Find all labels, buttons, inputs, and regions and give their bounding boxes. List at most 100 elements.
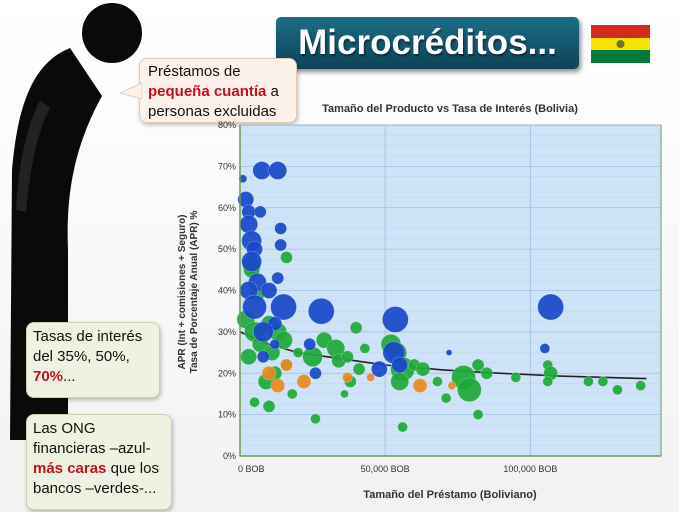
x-tick-label: 100,000 BOB bbox=[503, 464, 557, 474]
data-point-ong bbox=[252, 321, 274, 343]
data-point-bancos bbox=[390, 356, 415, 382]
data-point-bancos bbox=[472, 409, 484, 420]
data-point-bancos bbox=[249, 396, 260, 408]
data-point-bancos bbox=[263, 344, 281, 361]
data-point-bancos bbox=[386, 342, 408, 363]
bolivia-flag-icon bbox=[591, 25, 650, 63]
data-point-bancos bbox=[340, 389, 349, 399]
data-point-otros bbox=[342, 372, 353, 383]
data-point-ong bbox=[239, 215, 259, 234]
y-tick-label: 0% bbox=[223, 451, 236, 461]
data-point-bancos bbox=[542, 376, 554, 387]
data-point-bancos bbox=[390, 372, 409, 391]
data-point-bancos bbox=[302, 346, 323, 368]
callout-ngo-line1: Las ONG bbox=[33, 420, 96, 437]
person-arm bbox=[16, 100, 50, 212]
data-point-bancos bbox=[397, 421, 408, 433]
data-point-bancos bbox=[451, 365, 476, 390]
data-point-ong bbox=[307, 297, 335, 325]
data-point-bancos bbox=[380, 333, 402, 355]
data-point-otros bbox=[366, 373, 375, 382]
data-point-ong bbox=[256, 350, 270, 364]
data-point-bancos bbox=[415, 361, 431, 377]
data-point-bancos bbox=[612, 384, 623, 396]
data-point-bancos bbox=[250, 287, 265, 302]
data-point-bancos bbox=[252, 335, 269, 353]
callout-ngo-highlight: más caras bbox=[33, 460, 107, 477]
data-point-otros bbox=[412, 378, 428, 393]
data-point-ong bbox=[241, 204, 257, 220]
data-point-ong bbox=[269, 338, 281, 350]
data-point-ong bbox=[238, 174, 248, 184]
data-point-ong bbox=[391, 356, 408, 374]
data-point-ong bbox=[271, 271, 285, 285]
data-point-ong bbox=[241, 230, 262, 252]
data-point-otros bbox=[261, 365, 277, 381]
data-point-otros bbox=[296, 374, 312, 389]
data-point-bancos bbox=[542, 359, 554, 371]
x-tick-label: 0 BOB bbox=[238, 464, 265, 474]
callout-small-loans-highlight: pequeña cuantía bbox=[148, 83, 267, 100]
data-point-ong bbox=[371, 360, 388, 378]
callout-interest-rates-ellipsis: ... bbox=[63, 368, 76, 385]
x-tick-label: 50,000 BOB bbox=[361, 464, 410, 474]
x-axis-label: Tamaño del Préstamo (Boliviano) bbox=[363, 489, 537, 501]
y-tick-label: 30% bbox=[218, 327, 236, 337]
chart-title: Tamaño del Producto vs Tasa de Interés (… bbox=[322, 103, 578, 115]
data-point-ong bbox=[382, 306, 409, 333]
data-point-ong bbox=[267, 316, 283, 331]
data-point-ong bbox=[270, 293, 297, 321]
data-point-bancos bbox=[440, 392, 452, 404]
data-point-ong bbox=[254, 205, 267, 219]
data-point-ong bbox=[248, 272, 267, 292]
data-point-otros bbox=[280, 358, 293, 372]
data-point-ong bbox=[241, 251, 262, 272]
callout-interest-rates-highlight: 70% bbox=[33, 368, 64, 385]
data-point-ong bbox=[260, 282, 278, 299]
data-point-otros bbox=[447, 381, 457, 390]
data-point-bancos bbox=[315, 331, 333, 349]
trend-line bbox=[239, 331, 647, 380]
data-point-bancos bbox=[242, 256, 261, 275]
data-point-ong bbox=[242, 294, 267, 320]
y-axis-label-line2: Tasa de Porcentaje Anual (APR) % bbox=[189, 210, 200, 373]
y-tick-label: 70% bbox=[218, 161, 236, 171]
callout-small-loans-line1: Préstamos de bbox=[148, 63, 241, 80]
data-point-ong bbox=[382, 341, 406, 364]
data-point-otros bbox=[270, 378, 286, 393]
data-point-bancos bbox=[260, 315, 278, 332]
data-point-ong bbox=[237, 191, 255, 208]
data-point-bancos bbox=[257, 373, 275, 390]
data-point-bancos bbox=[480, 366, 494, 380]
data-point-bancos bbox=[510, 372, 522, 383]
callout-small-loans-line2-suffix: a bbox=[266, 83, 279, 100]
data-point-bancos bbox=[267, 365, 283, 381]
data-point-bancos bbox=[583, 376, 594, 387]
person-head bbox=[82, 3, 142, 63]
y-tick-label: 40% bbox=[218, 286, 236, 296]
y-tick-label: 60% bbox=[218, 203, 236, 213]
data-point-ong bbox=[246, 240, 263, 258]
data-point-ong bbox=[239, 281, 259, 300]
data-point-bancos bbox=[262, 400, 276, 413]
data-point-bancos bbox=[543, 365, 558, 381]
data-point-bancos bbox=[310, 413, 321, 425]
data-point-ong bbox=[252, 161, 272, 180]
data-point-bancos bbox=[326, 339, 346, 358]
data-point-bancos bbox=[280, 251, 293, 264]
callout-ngo-vs-banks: Las ONG financieras –azul- más caras que… bbox=[26, 414, 172, 510]
data-point-ong bbox=[309, 366, 322, 380]
callout-small-loans-line3: personas excluidas bbox=[148, 103, 277, 120]
data-point-bancos bbox=[341, 350, 354, 364]
data-point-ong bbox=[445, 349, 453, 356]
data-point-ong bbox=[537, 293, 564, 321]
data-point-bancos bbox=[432, 376, 443, 387]
callout-small-loans: Préstamos de pequeña cuantía a personas … bbox=[120, 58, 297, 123]
callout-pointer bbox=[120, 83, 142, 100]
slide-title: Microcréditos... bbox=[276, 17, 579, 69]
callout-interest-rates: Tasas de interés del 35%, 50%, 70%... bbox=[26, 322, 160, 398]
data-point-bancos bbox=[292, 347, 304, 358]
data-point-bancos bbox=[359, 343, 371, 354]
data-point-ong bbox=[268, 161, 288, 180]
data-point-bancos bbox=[244, 321, 265, 343]
